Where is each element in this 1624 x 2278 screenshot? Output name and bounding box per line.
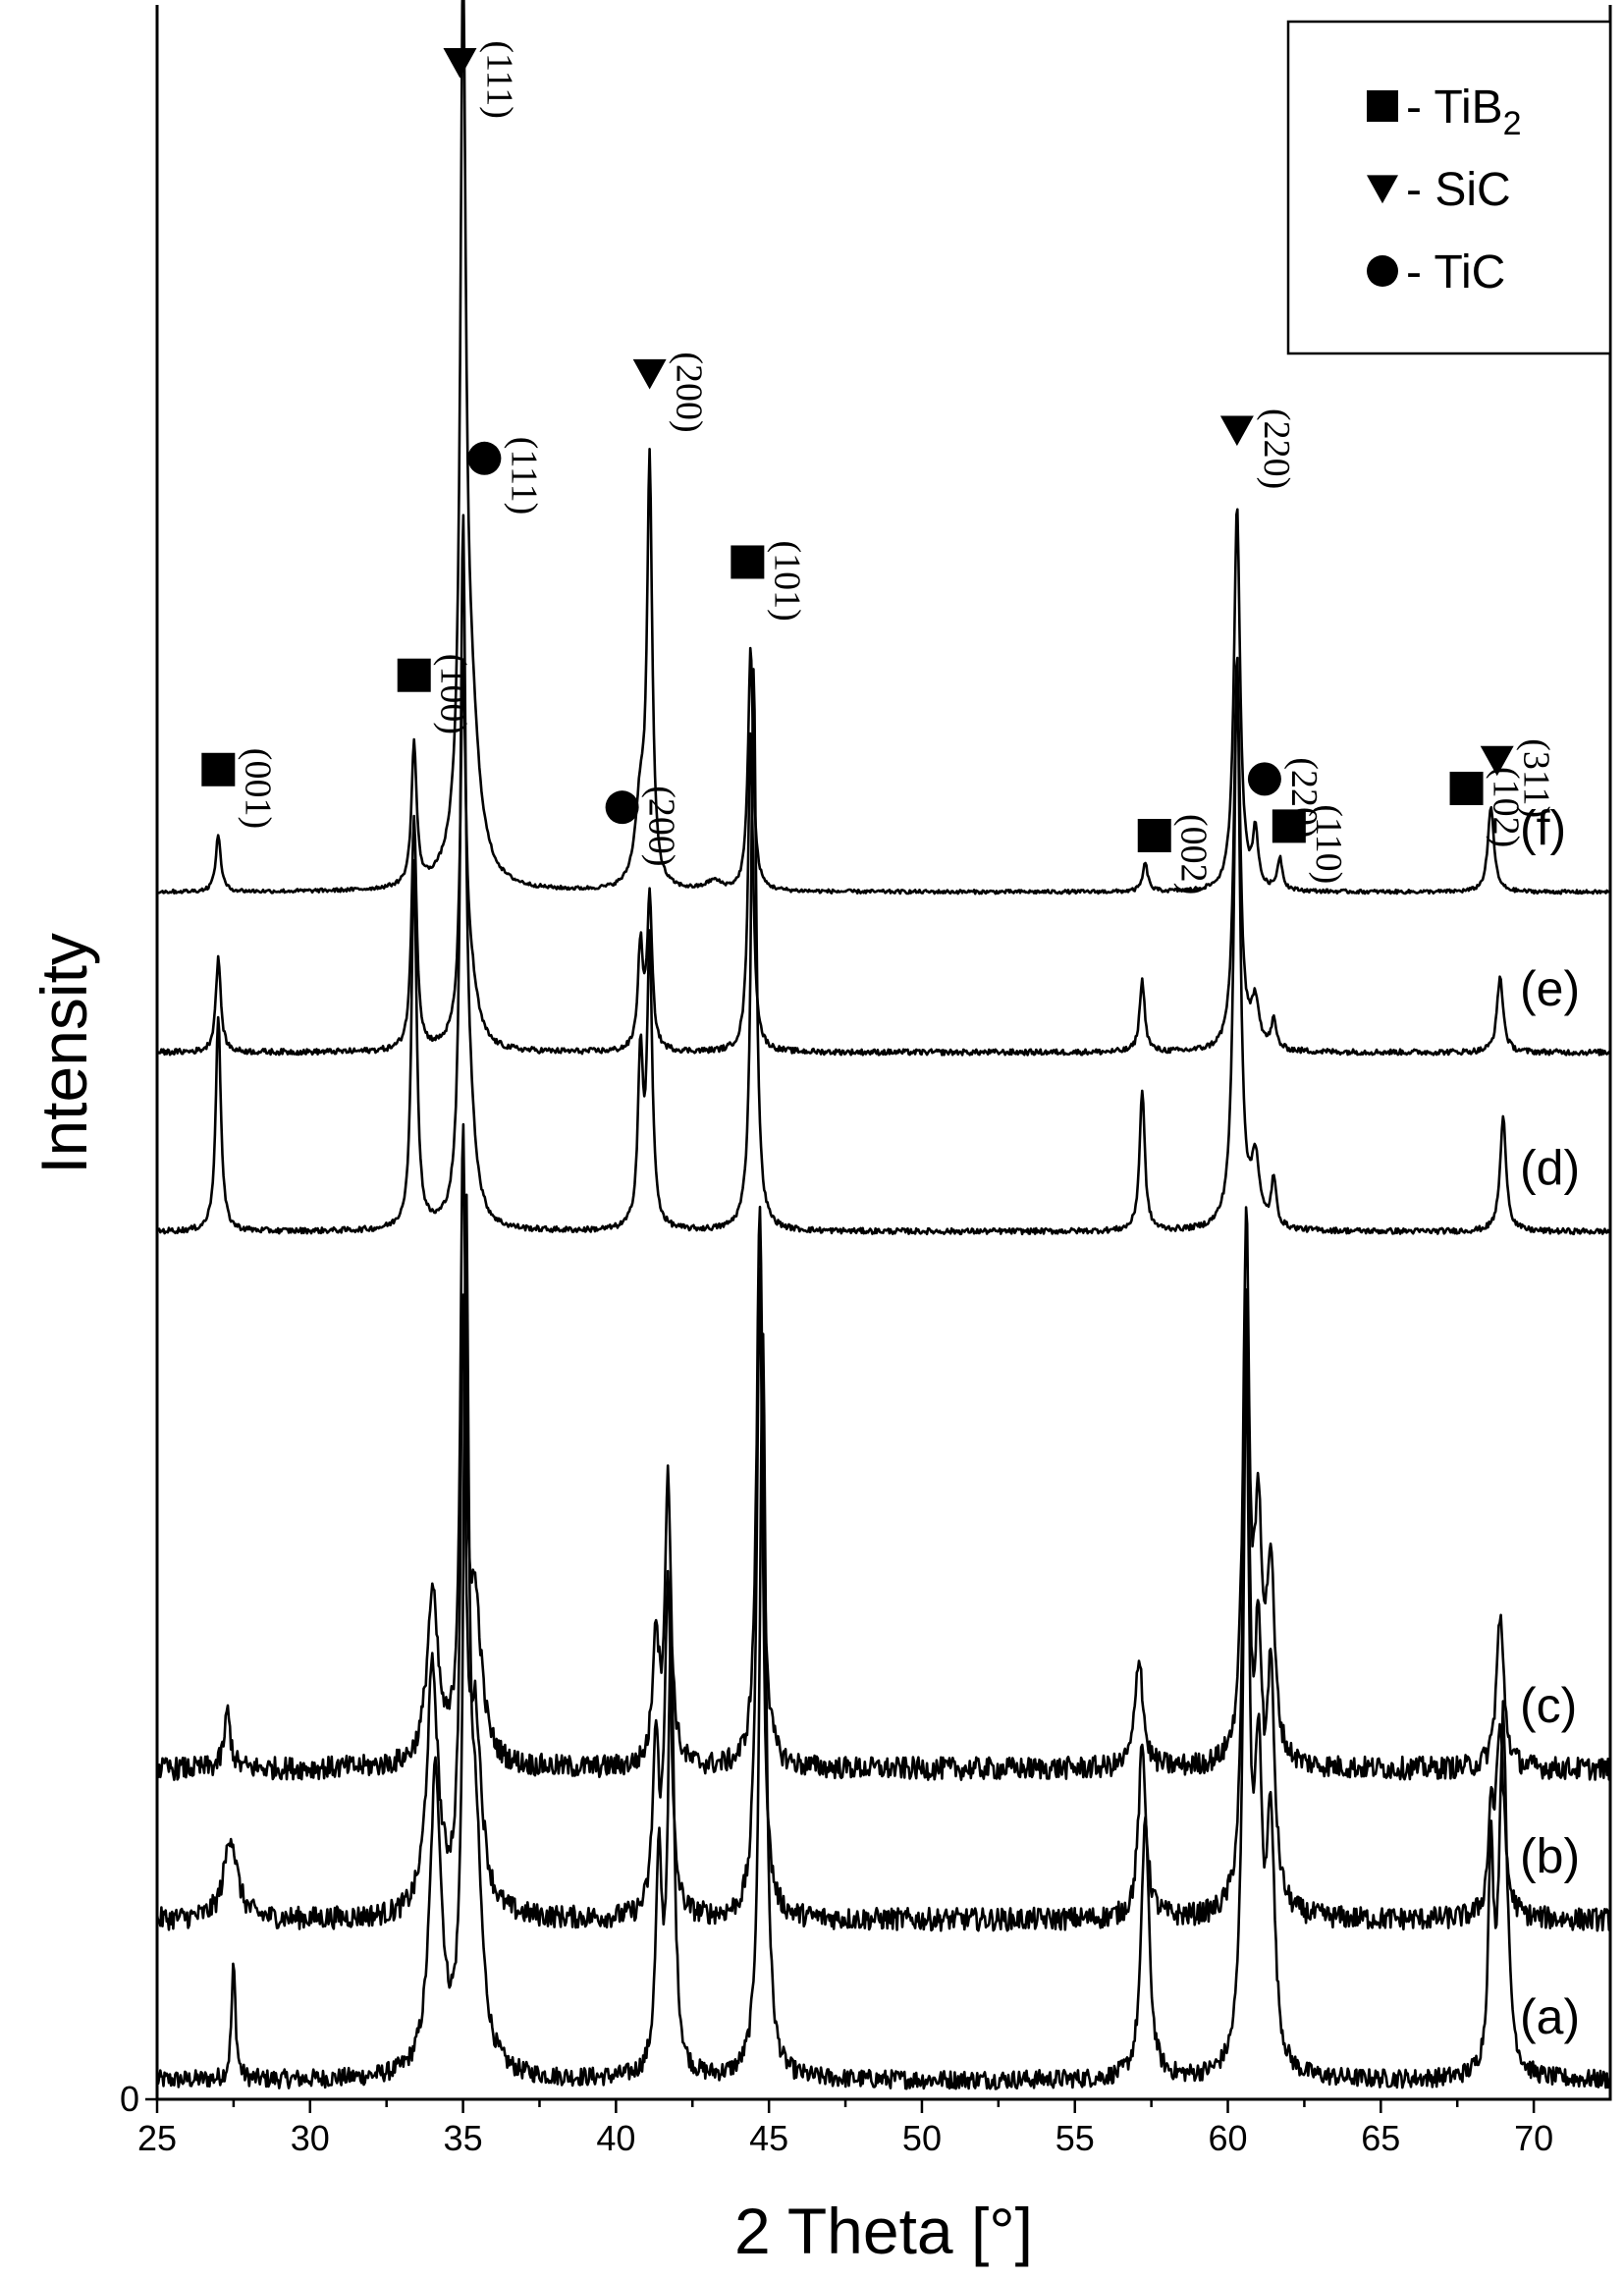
tib2-marker-icon — [731, 545, 765, 579]
trace-line — [155, 1193, 1612, 2090]
hkl-label: (200) — [669, 352, 710, 432]
y-axis-title: Intensity — [27, 933, 100, 1174]
legend-frame — [1286, 20, 1612, 355]
sample-label: (d) — [1520, 1140, 1580, 1195]
legend-label: - TiC — [1406, 246, 1505, 298]
hkl-label: (102) — [1486, 767, 1527, 847]
sic-marker-icon — [443, 47, 477, 79]
tic-marker-icon — [1247, 762, 1281, 796]
sample-labels: (a) (b) (c) (d) (e) (f) — [1520, 801, 1580, 2044]
hkl-label: (200) — [641, 786, 682, 866]
sample-label: (a) — [1520, 1989, 1580, 2044]
peak-annotations: (001) (100) (111) (111) (200) (200) (101) (002)… — [201, 40, 1557, 895]
sample-label: (f) — [1520, 801, 1566, 856]
hkl-label: (111) — [503, 437, 544, 515]
hkl-label: (002) — [1173, 814, 1215, 895]
x-tick-label: 60 — [1209, 2118, 1248, 2158]
hkl-label: (101) — [766, 541, 807, 622]
sample-label: (e) — [1520, 961, 1580, 1016]
legend-circle-icon — [1367, 255, 1398, 287]
trace-line — [156, 0, 1611, 895]
x-tick-label: 70 — [1514, 2118, 1553, 2158]
x-tick-label: 55 — [1056, 2118, 1095, 2158]
sic-marker-icon — [1480, 745, 1514, 777]
trace-line — [156, 656, 1611, 1057]
hkl-label: (110) — [1308, 804, 1349, 884]
traces-group — [155, 0, 1612, 2090]
tic-marker-icon — [467, 441, 502, 475]
plot-frame — [155, 5, 1612, 2101]
hkl-label: (100) — [433, 654, 474, 734]
x-tick-label: 45 — [749, 2118, 788, 2158]
legend-label: - SiC — [1406, 164, 1511, 216]
hkl-label: (311) — [1516, 738, 1557, 818]
x-tick-label: 40 — [596, 2118, 635, 2158]
y-axis-ticks: 0 — [120, 2079, 157, 2119]
x-tick-label: 30 — [291, 2118, 330, 2158]
x-tick-label: 25 — [137, 2118, 177, 2158]
trace-line — [155, 514, 1611, 1236]
legend-subscript: 2 — [1503, 105, 1522, 142]
tib2-marker-icon — [1449, 771, 1484, 805]
tib2-marker-icon — [1137, 818, 1171, 852]
tic-marker-icon — [605, 790, 639, 825]
legend-triangle-icon — [1367, 175, 1398, 204]
legend-square-icon — [1367, 90, 1398, 122]
x-axis-ticks: 25 30 35 40 45 50 55 60 65 70 — [137, 2099, 1553, 2158]
x-axis-title: 2 Theta [°] — [734, 2195, 1033, 2267]
x-tick-label: 50 — [902, 2118, 942, 2158]
tib2-marker-icon — [397, 658, 431, 692]
legend-label: - TiB2 — [1406, 81, 1522, 142]
trace-line — [155, 1122, 1612, 1781]
legend: - TiB2 - SiC - TiC — [1286, 20, 1612, 355]
hkl-label: (001) — [237, 748, 278, 829]
sic-marker-icon — [632, 358, 667, 390]
sample-label: (b) — [1520, 1829, 1580, 1884]
sic-marker-icon — [1219, 415, 1254, 447]
hkl-label: (111) — [479, 40, 520, 119]
trace-line — [155, 1267, 1612, 1932]
tib2-marker-icon — [1272, 809, 1306, 843]
sample-label: (c) — [1520, 1678, 1577, 1733]
y-tick-label: 0 — [120, 2079, 139, 2119]
tib2-marker-icon — [201, 752, 236, 786]
hkl-label: (220) — [1256, 408, 1297, 489]
x-tick-label: 65 — [1361, 2118, 1400, 2158]
x-tick-label: 35 — [444, 2118, 483, 2158]
